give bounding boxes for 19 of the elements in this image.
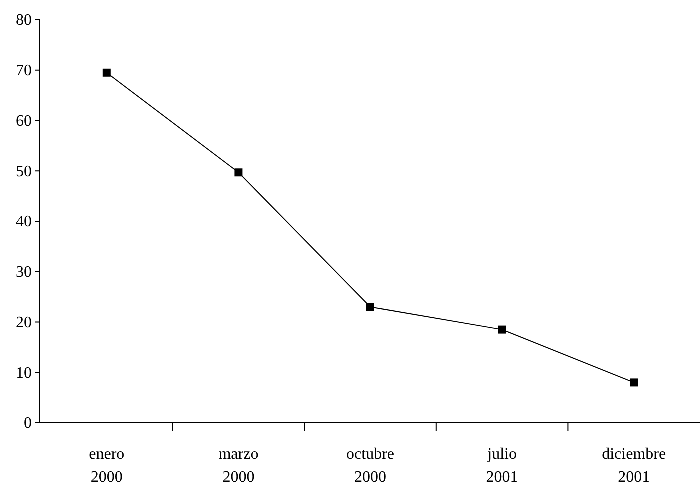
y-tick-label: 60: [16, 112, 32, 130]
y-tick-label: 70: [16, 62, 32, 80]
y-tick-label: 10: [16, 364, 32, 382]
point: [366, 303, 374, 312]
point: [234, 168, 243, 177]
x-tick-label: julio 2001: [486, 446, 518, 486]
point: [102, 68, 111, 77]
x-tick-label: octubre 2000: [346, 446, 394, 486]
y-tick-label: 80: [16, 12, 32, 30]
x-tick-label: marzo 2000: [218, 446, 259, 486]
y-tick-label: 50: [16, 163, 32, 180]
point: [498, 326, 506, 334]
point: [630, 378, 638, 387]
x-tick-label: diciembre 2001: [602, 446, 666, 486]
x-tick-label: enero 2000: [89, 446, 125, 486]
y-tick-label: 0: [24, 415, 32, 432]
y-tick-label: 20: [16, 314, 32, 332]
y-tick-label: 30: [16, 264, 32, 281]
y-tick-label: 40: [16, 214, 32, 231]
